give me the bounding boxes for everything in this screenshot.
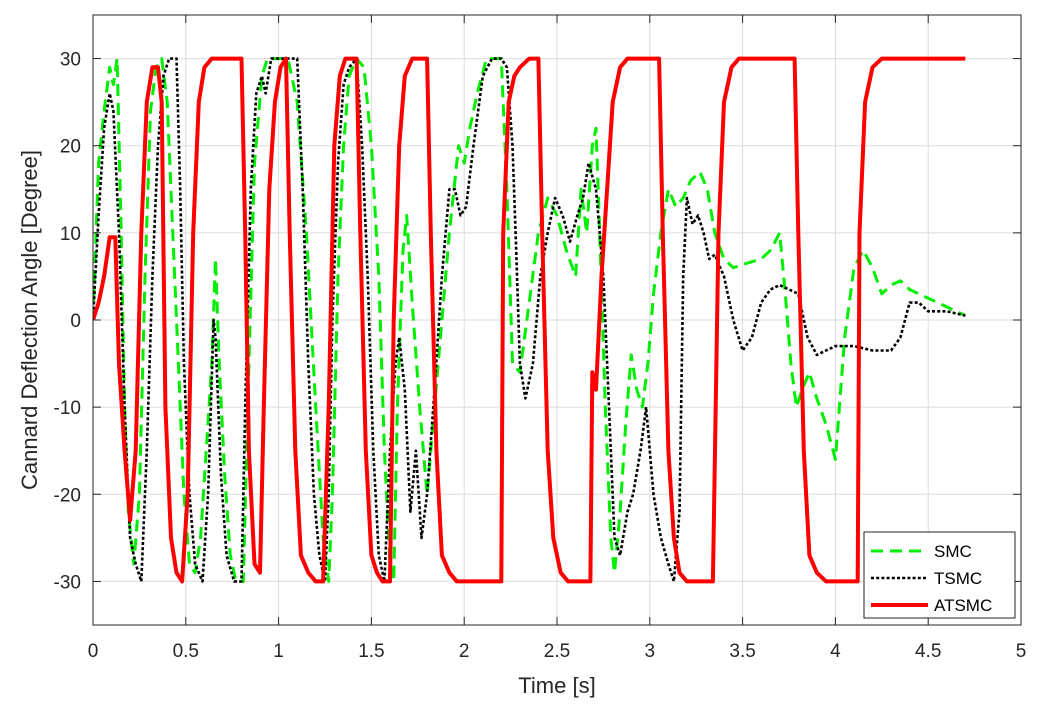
y-tick-label: 30 — [60, 50, 81, 71]
axis-ticks — [92, 15, 1022, 625]
legend-label-tsmc: TSMC — [934, 569, 982, 588]
x-tick-labels: 0 0.5 1 1.5 2 2.5 3 3.5 4 4.5 5 — [88, 641, 1027, 662]
x-tick-label: 1.5 — [358, 641, 384, 662]
y-tick-label: 20 — [60, 137, 81, 158]
legend-label-smc: SMC — [934, 542, 972, 561]
x-tick-label: 4.5 — [915, 641, 941, 662]
y-tick-labels: -30 -20 -10 0 10 20 30 — [54, 50, 81, 594]
series-line-tsmc — [93, 57, 966, 583]
y-tick-label: -20 — [54, 485, 81, 506]
x-axis-label: Time [s] — [518, 673, 595, 698]
x-tick-label: 2.5 — [544, 641, 570, 662]
x-tick-label: 0.5 — [173, 641, 199, 662]
x-tick-label: 4 — [830, 641, 841, 662]
series-line-atsmc — [93, 56, 966, 584]
legend: SMC TSMC ATSMC — [863, 531, 1016, 619]
y-tick-label: 10 — [60, 224, 81, 245]
x-tick-label: 3.5 — [729, 641, 755, 662]
y-axis-label: Cannard Deflection Angle [Degree] — [17, 150, 42, 490]
y-tick-label: -30 — [54, 572, 81, 593]
x-tick-label: 1 — [273, 641, 284, 662]
y-tick-label: -10 — [54, 398, 81, 419]
series-line-smc — [93, 57, 966, 583]
x-tick-label: 3 — [645, 641, 656, 662]
x-tick-label: 0 — [88, 641, 99, 662]
x-tick-label: 5 — [1016, 641, 1027, 662]
series-group — [93, 56, 966, 584]
x-tick-label: 2 — [459, 641, 470, 662]
legend-label-atsmc: ATSMC — [934, 596, 992, 615]
y-tick-label: 0 — [70, 311, 81, 332]
